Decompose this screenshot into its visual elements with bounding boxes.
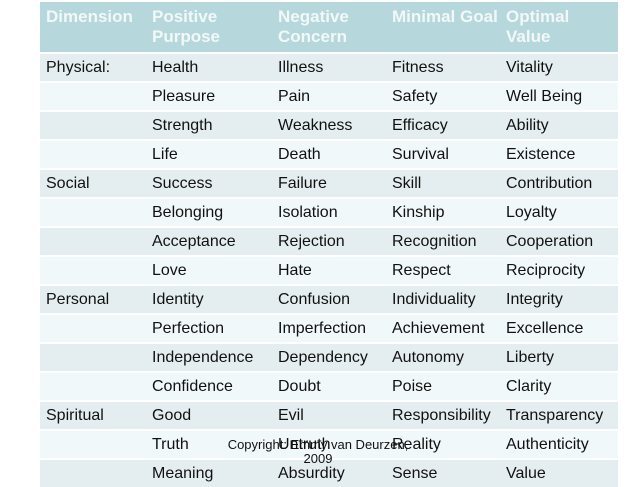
table-row: Confidence Doubt Poise Clarity (40, 371, 618, 400)
dimension-cell (40, 371, 146, 400)
dimension-cell (40, 139, 146, 168)
cell: Reciprocity (500, 255, 618, 284)
cell: Acceptance (146, 226, 272, 255)
dimension-cell: Physical: (40, 52, 146, 81)
copyright-line2: 2009 (303, 451, 333, 466)
cell: Reality (386, 429, 500, 458)
cell: Identity (146, 284, 272, 313)
cell: Value (500, 458, 618, 487)
cell: Skill (386, 168, 500, 197)
cell: Hate (272, 255, 386, 284)
copyright-line1: Copyright: Emmy van Deurzen, (227, 437, 409, 452)
cell: Transparency (500, 400, 618, 429)
cell: Fitness (386, 52, 500, 81)
cell: Ability (500, 110, 618, 139)
cell: Dependency (272, 342, 386, 371)
dimension-cell (40, 313, 146, 342)
cell: Doubt (272, 371, 386, 400)
table-row: Pleasure Pain Safety Well Being (40, 81, 618, 110)
cell: Independence (146, 342, 272, 371)
dimension-cell (40, 255, 146, 284)
header-row: Dimension Positive Purpose Negative Conc… (40, 2, 618, 52)
table-row: Personal Identity Confusion Individualit… (40, 284, 618, 313)
dimension-cell (40, 226, 146, 255)
cell: Belonging (146, 197, 272, 226)
cell: Failure (272, 168, 386, 197)
cell: Recognition (386, 226, 500, 255)
cell: Excellence (500, 313, 618, 342)
cell: Vitality (500, 52, 618, 81)
table-row: Love Hate Respect Reciprocity (40, 255, 618, 284)
copyright-note: Copyright: Emmy van Deurzen, 2009 (226, 438, 410, 466)
dimension-cell (40, 429, 146, 458)
dimension-cell: Personal (40, 284, 146, 313)
cell: Love (146, 255, 272, 284)
cell: Weakness (272, 110, 386, 139)
cell: Imperfection (272, 313, 386, 342)
header-positive-purpose: Positive Purpose (146, 2, 272, 52)
cell: Individuality (386, 284, 500, 313)
cell: Illness (272, 52, 386, 81)
cell: Responsibility (386, 400, 500, 429)
table-row: Life Death Survival Existence (40, 139, 618, 168)
table-row: Physical: Health Illness Fitness Vitalit… (40, 52, 618, 81)
dimension-cell (40, 197, 146, 226)
table-row: Acceptance Rejection Recognition Coopera… (40, 226, 618, 255)
table-row: Independence Dependency Autonomy Liberty (40, 342, 618, 371)
cell: Cooperation (500, 226, 618, 255)
cell: Pleasure (146, 81, 272, 110)
cell: Safety (386, 81, 500, 110)
cell: Evil (272, 400, 386, 429)
table-row: Strength Weakness Efficacy Ability (40, 110, 618, 139)
table-row: Spiritual Good Evil Responsibility Trans… (40, 400, 618, 429)
table-row: Perfection Imperfection Achievement Exce… (40, 313, 618, 342)
cell: Loyalty (500, 197, 618, 226)
cell: Clarity (500, 371, 618, 400)
cell: Strength (146, 110, 272, 139)
dimension-cell (40, 110, 146, 139)
dimension-cell: Social (40, 168, 146, 197)
cell: Success (146, 168, 272, 197)
dimension-cell (40, 342, 146, 371)
cell: Autonomy (386, 342, 500, 371)
header-negative-concern: Negative Concern (272, 2, 386, 52)
cell: Death (272, 139, 386, 168)
table-row: Belonging Isolation Kinship Loyalty (40, 197, 618, 226)
cell: Authenticity (500, 429, 618, 458)
cell: Truth (146, 429, 272, 458)
cell: Rejection (272, 226, 386, 255)
cell: Respect (386, 255, 500, 284)
cell: Well Being (500, 81, 618, 110)
cell: Pain (272, 81, 386, 110)
cell: Life (146, 139, 272, 168)
cell: Achievement (386, 313, 500, 342)
cell: Good (146, 400, 272, 429)
dimension-cell (40, 81, 146, 110)
cell: Liberty (500, 342, 618, 371)
cell: Confidence (146, 371, 272, 400)
header-dimension: Dimension (40, 2, 146, 52)
cell: Existence (500, 139, 618, 168)
cell: Survival (386, 139, 500, 168)
cell: Health (146, 52, 272, 81)
cell: Confusion (272, 284, 386, 313)
dimension-cell (40, 458, 146, 487)
cell: Poise (386, 371, 500, 400)
cell: Efficacy (386, 110, 500, 139)
cell: Kinship (386, 197, 500, 226)
cell: Perfection (146, 313, 272, 342)
cell: Isolation (272, 197, 386, 226)
header-optimal-value: Optimal Value (500, 2, 618, 52)
cell: Integrity (500, 284, 618, 313)
dimensions-values-table: Dimension Positive Purpose Negative Conc… (40, 2, 618, 487)
header-minimal-goal: Minimal Goal (386, 2, 500, 52)
dimension-cell: Spiritual (40, 400, 146, 429)
cell: Contribution (500, 168, 618, 197)
table-row: Social Success Failure Skill Contributio… (40, 168, 618, 197)
cell: Untruth (272, 429, 386, 458)
table-row: Truth Untruth Reality Authenticity (40, 429, 618, 458)
